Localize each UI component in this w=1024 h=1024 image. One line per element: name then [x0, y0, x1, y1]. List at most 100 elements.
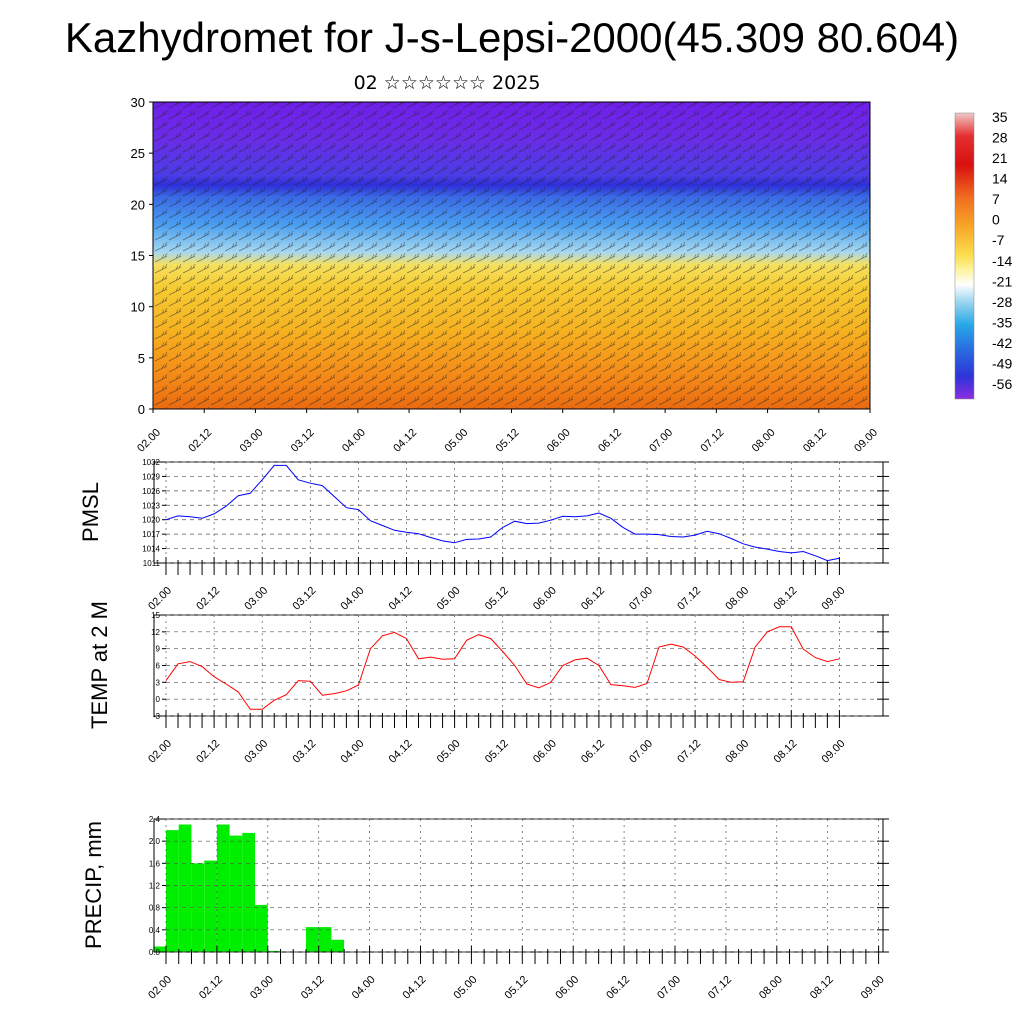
y-tick-label: 5	[138, 351, 145, 366]
x-tick-label: 07.12	[675, 738, 703, 766]
x-tick-label: 07.00	[627, 738, 655, 766]
page-title: Kazhydromet for J-s-Lepsi-2000(45.309 80…	[64, 14, 960, 61]
colorbar-label: -49	[992, 355, 1012, 371]
x-tick-label: 04.12	[391, 427, 419, 455]
x-tick-label: 05.12	[494, 427, 522, 455]
x-tick-label: 08.00	[757, 974, 785, 1002]
x-tick-label: 08.00	[723, 738, 751, 766]
temp-grid	[165, 614, 883, 717]
y-tick-label: 30	[131, 95, 145, 110]
x-tick-label: 06.12	[604, 974, 632, 1002]
x-tick-label: 03.12	[289, 427, 317, 455]
x-tick-label: 04.00	[350, 974, 378, 1002]
y-tick-label: 6	[156, 662, 161, 671]
x-tick-label: 03.12	[290, 585, 318, 613]
y-tick-label: 1017	[142, 530, 160, 539]
x-tick-label: 06.00	[545, 427, 573, 455]
colorbar-label: 28	[992, 130, 1008, 146]
y-tick-label: 0	[138, 402, 145, 417]
precip-bar	[318, 927, 332, 952]
x-tick-label: 09.00	[852, 427, 880, 455]
x-tick-label: 03.12	[290, 738, 318, 766]
x-tick-label: 09.00	[820, 738, 848, 766]
colorbar-label: 35	[992, 109, 1008, 125]
x-tick-label: 05.12	[502, 974, 530, 1002]
y-tick-label: 1014	[142, 545, 160, 554]
pmsl-grid	[165, 461, 883, 564]
x-tick-label: 02.12	[197, 974, 225, 1002]
colorbar-label: -21	[992, 273, 1012, 289]
x-tick-label: 04.12	[387, 738, 415, 766]
y-tick-label: 1023	[142, 501, 160, 510]
x-tick-label: 07.12	[675, 585, 703, 613]
x-tick-label: 04.12	[387, 585, 415, 613]
precip-bar	[153, 946, 166, 952]
y-tick-label: 3	[156, 678, 161, 687]
y-tick-label: 1011	[143, 559, 161, 568]
y-tick-label: -3	[153, 712, 161, 721]
x-tick-label: 04.12	[401, 974, 429, 1002]
colorbar-label: -28	[992, 294, 1012, 310]
x-tick-label: 08.00	[723, 585, 751, 613]
precip-bar	[216, 824, 230, 952]
x-tick-label: 02.12	[194, 585, 222, 613]
colorbar-labels: 35 28 21 14 7 0 -7 -14 -21 -28 -35 -42 -49 -56	[992, 109, 1012, 392]
y-tick-label: 1.2	[149, 882, 161, 891]
precip-bar	[178, 824, 192, 952]
x-tick-label: 02.00	[146, 974, 174, 1002]
temp-x-ticks: 02.00 02.12 03.00 03.12 04.00 04.12 05.00 05.12…	[146, 710, 848, 766]
x-tick-label: 05.12	[483, 738, 511, 766]
x-tick-label: 06.00	[531, 738, 559, 766]
x-tick-label: 02.12	[186, 427, 214, 455]
colorbar-label: -42	[992, 335, 1012, 351]
x-tick-label: 06.12	[579, 738, 607, 766]
pmsl-frame	[153, 461, 884, 564]
page-subtitle: 02 ☆☆☆☆☆☆ 2025	[353, 72, 541, 94]
x-tick-label: 04.00	[339, 738, 367, 766]
precip-bar	[331, 939, 345, 952]
x-tick-label: 09.00	[859, 974, 887, 1002]
precip-ylabel: PRECIP, mm	[81, 821, 106, 949]
x-tick-label: 03.12	[299, 974, 327, 1002]
x-tick-label: 02.00	[146, 738, 174, 766]
x-tick-label: 06.00	[531, 585, 559, 613]
x-tick-label: 07.00	[627, 585, 655, 613]
y-tick-label: 10	[131, 300, 145, 315]
pmsl-ylabel: PMSL	[78, 482, 103, 542]
temp-series-line	[165, 626, 840, 710]
precip-panel: 2.4 2.0 1.6 1.2 0.8 0.4 0.0 02.00 02.12 03.00 03.…	[81, 815, 889, 1002]
x-tick-label: 05.00	[435, 585, 463, 613]
colorbar-label: -14	[992, 253, 1012, 269]
cross-section-y-ticks: 0 5 10 15 20 25 30	[131, 95, 153, 417]
y-tick-label: 1029	[142, 472, 160, 481]
y-tick-label: 9	[156, 645, 161, 654]
x-tick-label: 03.00	[242, 738, 270, 766]
x-tick-label: 08.12	[771, 585, 799, 613]
x-tick-label: 08.00	[750, 427, 778, 455]
colorbar: 35 28 21 14 7 0 -7 -14 -21 -28 -35 -42 -49 -56	[954, 109, 1012, 400]
precip-y-ticks: 2.4 2.0 1.6 1.2 0.8 0.4 0.0	[149, 815, 889, 957]
x-tick-label: 02.00	[135, 427, 163, 455]
y-tick-label: 20	[131, 197, 145, 212]
precip-grid	[165, 818, 883, 953]
precip-bar	[166, 830, 179, 952]
x-tick-label: 03.00	[242, 585, 270, 613]
x-tick-label: 07.00	[647, 427, 675, 455]
precip-bar	[204, 860, 217, 952]
precip-bar	[267, 950, 281, 952]
temp-ylabel: TEMP at 2 M	[87, 601, 112, 729]
colorbar-label: 14	[992, 171, 1008, 187]
x-tick-label: 08.12	[801, 427, 829, 455]
y-tick-label: 0.4	[149, 926, 161, 935]
x-tick-label: 06.12	[596, 427, 624, 455]
x-tick-label: 07.12	[699, 427, 727, 455]
x-tick-label: 05.00	[435, 738, 463, 766]
y-tick-label: 15	[131, 249, 145, 264]
y-tick-label: 0.0	[149, 948, 161, 957]
x-tick-label: 04.00	[340, 427, 368, 455]
y-tick-label: 2.0	[149, 837, 161, 846]
y-tick-label: 0	[156, 695, 161, 704]
x-tick-label: 05.12	[483, 585, 511, 613]
